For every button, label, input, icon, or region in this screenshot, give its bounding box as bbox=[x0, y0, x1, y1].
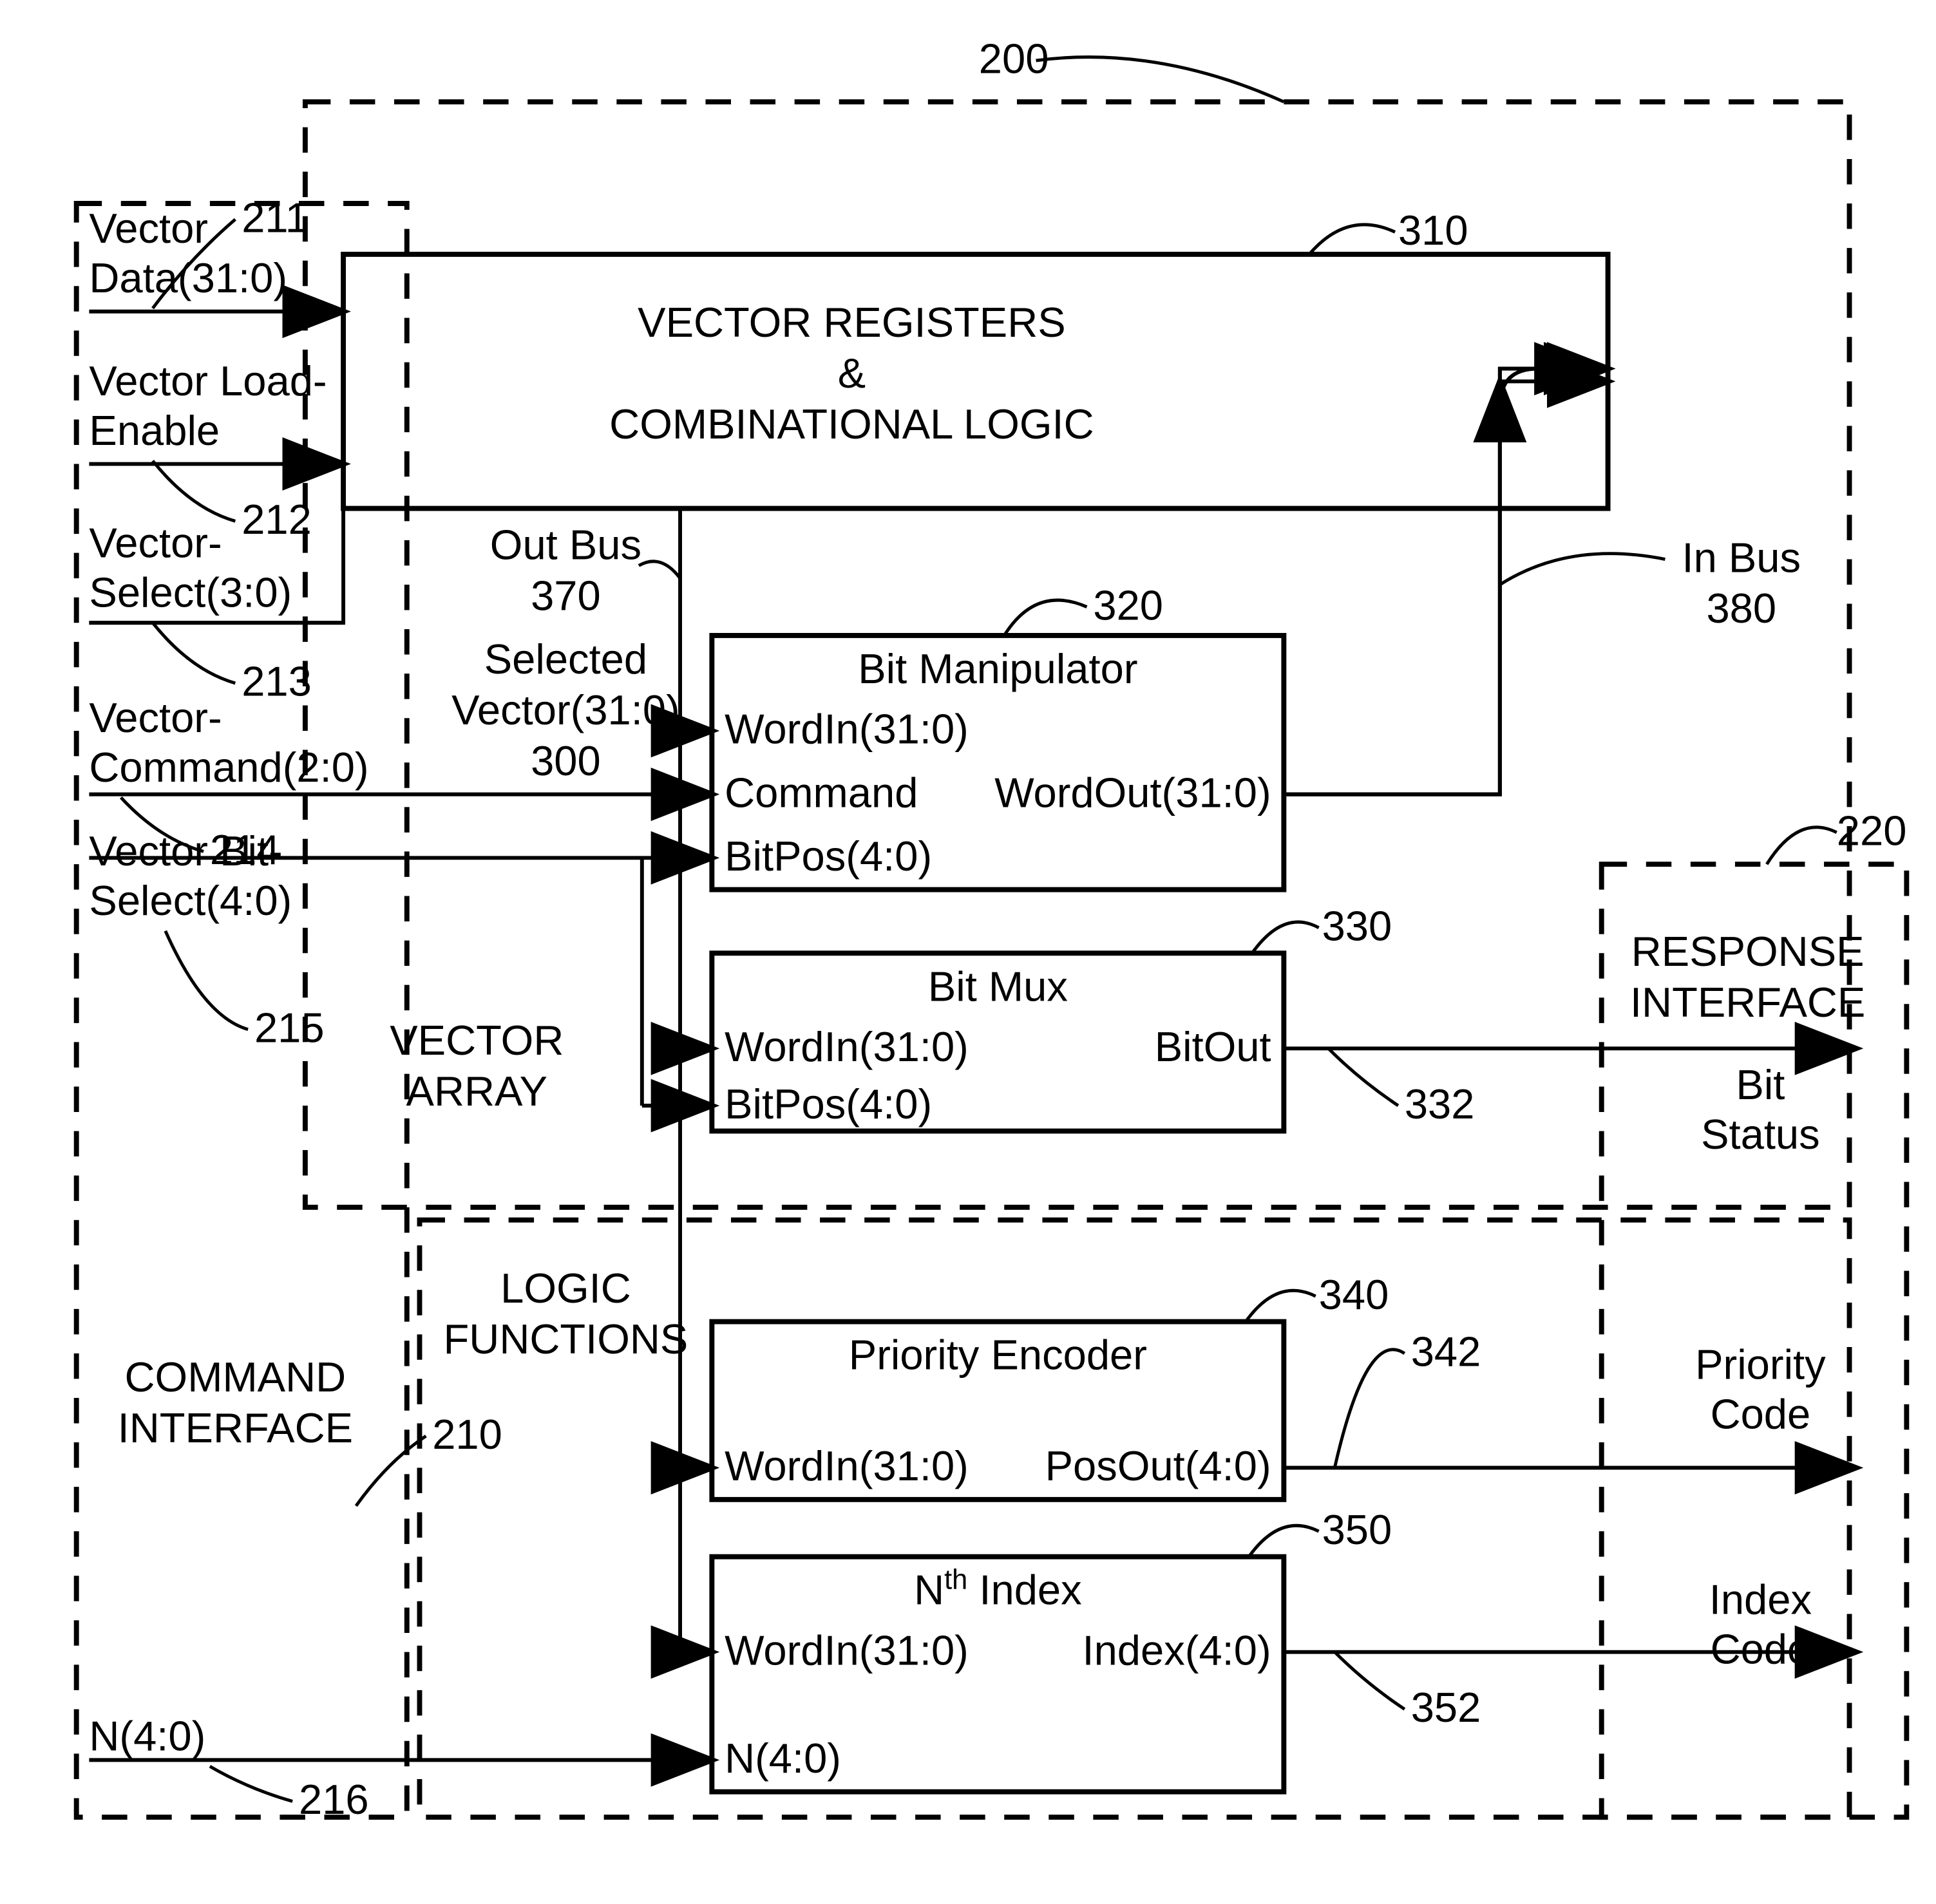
output-label: Code bbox=[1711, 1625, 1811, 1672]
port-label: BitPos(4:0) bbox=[725, 833, 932, 880]
port-label: WordIn(31:0) bbox=[725, 1442, 969, 1489]
vreg-title-2: & bbox=[838, 350, 866, 397]
logic-functions-box bbox=[419, 1220, 1849, 1817]
block-diagram: 200 COMMAND INTERFACE 210 LOGIC FUNCTION… bbox=[13, 13, 1923, 1888]
port-label: BitPos(4:0) bbox=[725, 1080, 932, 1127]
command-interface-label-1: COMMAND bbox=[125, 1353, 346, 1400]
vector-registers-box bbox=[343, 254, 1608, 509]
input-label: Enable bbox=[89, 407, 220, 454]
input-label: N(4:0) bbox=[89, 1713, 205, 1760]
ref-num: 352 bbox=[1411, 1684, 1481, 1731]
port-label: BitOut bbox=[1155, 1023, 1271, 1070]
response-interface-label-1: RESPONSE bbox=[1631, 928, 1865, 975]
input-label: Data(31:0) bbox=[89, 254, 287, 301]
input-label: Select(3:0) bbox=[89, 569, 292, 616]
output-label: Index bbox=[1709, 1576, 1812, 1623]
ref-num: 212 bbox=[242, 496, 312, 543]
ref-num: 213 bbox=[242, 658, 312, 705]
bitmux-title: Bit Mux bbox=[928, 963, 1068, 1010]
input-label: Select(4:0) bbox=[89, 877, 292, 924]
port-label: Index(4:0) bbox=[1082, 1626, 1271, 1673]
logic-functions-label-2: FUNCTIONS bbox=[444, 1315, 688, 1362]
bus-label: 370 bbox=[531, 572, 601, 619]
ref-num: 342 bbox=[1411, 1328, 1481, 1375]
bus-label: Out Bus bbox=[490, 522, 641, 569]
response-interface-label-2: INTERFACE bbox=[1630, 979, 1865, 1026]
input-label: Vector bbox=[89, 205, 208, 252]
output-label: Status bbox=[1701, 1111, 1820, 1158]
ref-330: 330 bbox=[1322, 903, 1392, 950]
output-label: Bit bbox=[1736, 1061, 1785, 1108]
bus-label: 380 bbox=[1706, 585, 1776, 632]
port-label: WordIn(31:0) bbox=[725, 1023, 969, 1070]
ref-220: 220 bbox=[1837, 807, 1907, 854]
output-label: Priority bbox=[1695, 1341, 1826, 1388]
vreg-title-1: VECTOR REGISTERS bbox=[638, 299, 1065, 346]
port-label: WordIn(31:0) bbox=[725, 1626, 969, 1673]
input-label: Vector- bbox=[89, 520, 222, 567]
bus-label: 300 bbox=[531, 737, 601, 784]
input-label: Vector- bbox=[89, 694, 222, 741]
logic-functions-label-1: LOGIC bbox=[500, 1265, 631, 1312]
bus-label: Vector(31:0) bbox=[451, 686, 680, 733]
input-label: Vector Bit- bbox=[89, 827, 282, 874]
ref-num: 211 bbox=[242, 194, 308, 241]
port-label: N(4:0) bbox=[725, 1735, 841, 1782]
bus-label: VECTOR bbox=[390, 1017, 564, 1064]
ref-num: 332 bbox=[1405, 1080, 1475, 1127]
port-label: WordOut(31:0) bbox=[994, 769, 1271, 816]
ref-350: 350 bbox=[1322, 1506, 1392, 1553]
prienc-title: Priority Encoder bbox=[849, 1332, 1147, 1379]
vreg-title-3: COMBINATIONAL LOGIC bbox=[609, 401, 1094, 448]
in-bus-wire bbox=[1284, 381, 1608, 794]
port-label: PosOut(4:0) bbox=[1045, 1442, 1271, 1489]
bus-label: Selected bbox=[484, 636, 647, 683]
command-interface-label-2: INTERFACE bbox=[118, 1404, 353, 1451]
inbus-down bbox=[1284, 407, 1499, 795]
input-label: Vector Load- bbox=[89, 357, 327, 404]
nthidx-title: Nth Index bbox=[914, 1565, 1082, 1614]
port-label: Command bbox=[725, 769, 918, 816]
port-label: WordIn(31:0) bbox=[725, 706, 969, 753]
bitman-title: Bit Manipulator bbox=[858, 645, 1137, 692]
ref-340: 340 bbox=[1319, 1271, 1389, 1318]
output-label: Code bbox=[1711, 1390, 1811, 1437]
ref-210: 210 bbox=[432, 1411, 502, 1458]
input-label: Command(2:0) bbox=[89, 744, 368, 791]
ref-320: 320 bbox=[1093, 581, 1163, 628]
ref-310: 310 bbox=[1398, 207, 1468, 254]
ref-num: 215 bbox=[254, 1004, 325, 1051]
bus-label: ARRAY bbox=[406, 1068, 547, 1115]
bus-label: In Bus bbox=[1682, 534, 1801, 581]
ref-num: 216 bbox=[299, 1776, 369, 1823]
